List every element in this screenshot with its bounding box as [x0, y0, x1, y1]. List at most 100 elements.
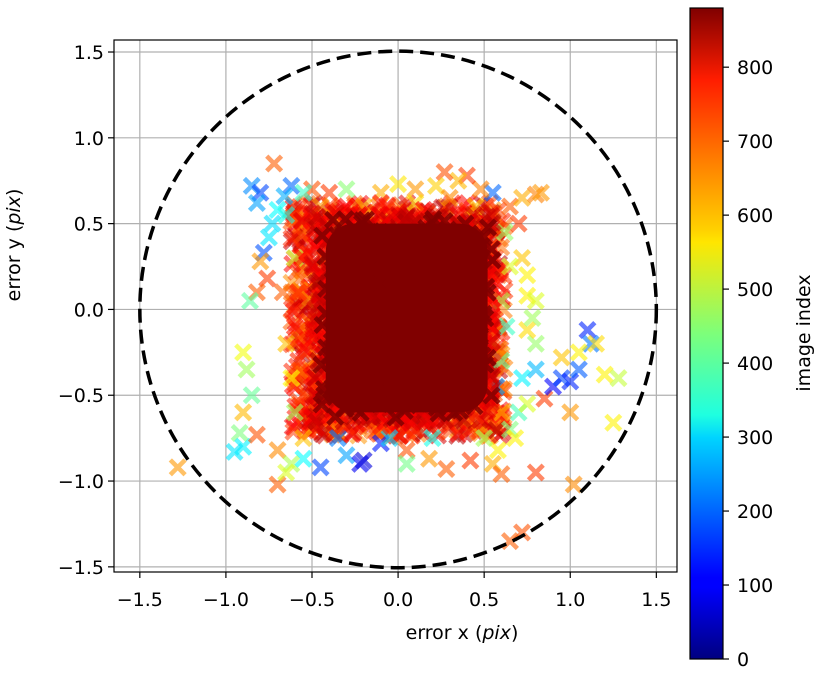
scatter-point	[488, 441, 507, 460]
scatter-point	[316, 304, 335, 323]
scatter-point	[277, 206, 296, 225]
scatter-point	[462, 305, 481, 324]
y-tick-label: −1.0	[58, 471, 104, 493]
scatter-point	[513, 369, 532, 388]
scatter-point	[492, 465, 511, 484]
scatter-point	[347, 232, 366, 251]
scatter-point	[268, 441, 287, 460]
scatter-point	[403, 335, 422, 354]
scatter-point	[561, 372, 580, 391]
scatter-point	[482, 386, 501, 405]
scatter-point	[320, 183, 339, 202]
scatter-point	[435, 163, 454, 182]
scatter-point	[426, 176, 445, 195]
scatter-point	[423, 429, 442, 448]
scatter-point	[468, 344, 487, 363]
scatter-point	[581, 334, 600, 353]
scatter-point	[469, 292, 488, 311]
scatter-points	[168, 154, 628, 551]
x-tick-label: −1.0	[203, 589, 249, 611]
scatter-point	[451, 393, 470, 412]
scatter-point	[277, 463, 296, 482]
y-tick-label: 1.0	[74, 128, 104, 150]
scatter-point	[535, 389, 554, 408]
scatter-point	[365, 315, 384, 334]
scatter-point	[265, 154, 284, 173]
scatter-point	[368, 292, 387, 311]
scatter-point	[409, 228, 428, 247]
scatter-point	[385, 323, 404, 342]
scatter-point	[526, 463, 545, 482]
scatter-point	[595, 365, 614, 384]
scatter-point	[234, 403, 253, 422]
scatter-point	[399, 392, 418, 411]
scatter-point	[500, 257, 519, 276]
scatter-point	[483, 183, 502, 202]
scatter-point	[340, 316, 359, 335]
x-tick-label: 0.0	[383, 589, 413, 611]
scatter-point	[518, 321, 537, 340]
scatter-point	[168, 458, 187, 477]
scatter-point	[471, 180, 490, 199]
scatter-point	[420, 336, 439, 355]
scatter-point	[500, 197, 519, 216]
scatter-point	[346, 399, 365, 418]
scatter-point	[487, 421, 506, 440]
scatter-point	[518, 394, 537, 413]
scatter-point	[282, 369, 301, 388]
scatter-point	[380, 429, 399, 448]
scatter-point	[437, 460, 456, 479]
scatter-point	[328, 429, 347, 448]
scatter-point	[284, 422, 303, 441]
scatter-point	[478, 401, 497, 420]
scatter-point	[465, 397, 484, 416]
scatter-point	[294, 449, 313, 468]
scatter-point	[323, 282, 342, 301]
y-tick-label: −1.5	[58, 557, 104, 579]
scatter-point	[325, 317, 344, 336]
scatter-point	[323, 367, 342, 386]
scatter-point	[324, 210, 343, 229]
x-tick-label: 1.5	[641, 589, 671, 611]
scatter-point	[323, 260, 342, 279]
scatter-point	[247, 425, 266, 444]
scatter-point	[247, 194, 266, 213]
scatter-point	[282, 229, 301, 248]
scatter-point	[513, 248, 532, 267]
scatter-point	[389, 175, 408, 194]
scatter-point	[284, 302, 303, 321]
scatter-point	[397, 454, 416, 473]
scatter-point	[414, 364, 433, 383]
plot-frame	[113, 39, 678, 573]
scatter-point	[289, 283, 308, 302]
scatter-point	[609, 369, 628, 388]
scatter-point	[337, 446, 356, 465]
scatter-point	[506, 429, 525, 448]
scatter-point	[432, 343, 451, 362]
x-tick-label: −0.5	[289, 589, 335, 611]
scatter-point	[455, 372, 474, 391]
scatter-point	[353, 280, 372, 299]
scatter-point	[455, 253, 474, 272]
scatter-point	[564, 475, 583, 494]
scatter-point	[406, 180, 425, 199]
scatter-point	[428, 231, 447, 250]
scatter-point	[431, 363, 450, 382]
scatter-point	[424, 209, 443, 228]
scatter-point	[518, 286, 537, 305]
scatter-point	[526, 360, 545, 379]
colorbar-tick-label: 600	[737, 205, 773, 227]
scatter-point	[425, 319, 444, 338]
scatter-point	[258, 269, 277, 288]
scatter-point	[307, 412, 326, 431]
scatter-point	[354, 451, 373, 470]
y-axis-label: error y (pix)	[3, 189, 25, 302]
scatter-point	[324, 343, 343, 362]
scatter-point	[578, 321, 597, 340]
x-tick-label: −1.5	[117, 589, 163, 611]
colorbar-tick-label: 800	[737, 57, 773, 79]
scatter-point	[268, 200, 287, 219]
scatter-point	[526, 291, 545, 310]
scatter-point	[268, 475, 287, 494]
scatter-point	[251, 252, 270, 271]
